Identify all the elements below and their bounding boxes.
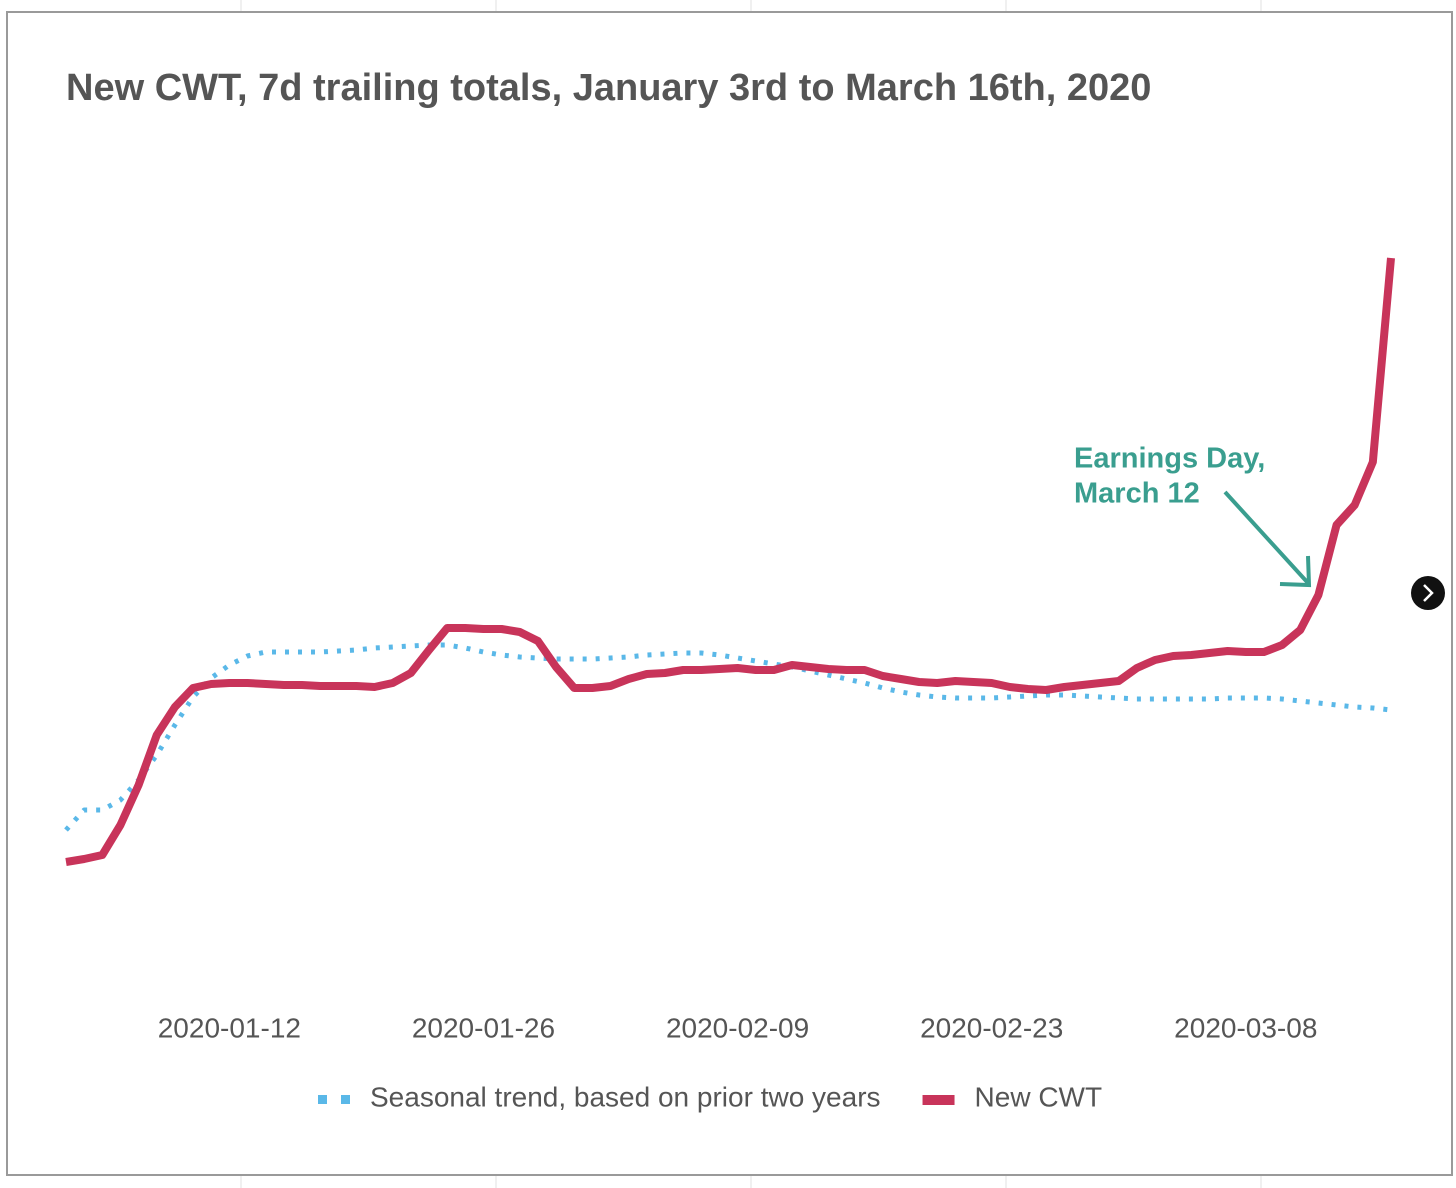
x-tick-label: 2020-03-08 (1174, 1012, 1317, 1043)
x-tick-label: 2020-01-12 (158, 1012, 301, 1043)
legend-marker (922, 1095, 955, 1105)
annotation-text: March 12 (1074, 478, 1200, 510)
x-tick-label: 2020-02-09 (666, 1012, 809, 1043)
legend-marker (318, 1095, 327, 1104)
chart-title: New CWT, 7d trailing totals, January 3rd… (66, 67, 1151, 109)
next-button[interactable] (1411, 576, 1445, 610)
x-tick-label: 2020-01-26 (412, 1012, 555, 1043)
legend-label: Seasonal trend, based on prior two years (370, 1081, 881, 1112)
legend-marker (341, 1095, 350, 1104)
chart-card (6, 11, 1453, 1176)
annotation-text: Earnings Day, (1074, 443, 1265, 475)
x-tick-label: 2020-02-23 (920, 1012, 1063, 1043)
annotation-arrow (1223, 490, 1312, 588)
annotation: Earnings Day, March 12 (1074, 443, 1312, 588)
legend-label: New CWT (975, 1081, 1103, 1112)
line-series (65, 257, 1395, 866)
line-series (64, 642, 1392, 832)
next-icon (1423, 584, 1434, 602)
